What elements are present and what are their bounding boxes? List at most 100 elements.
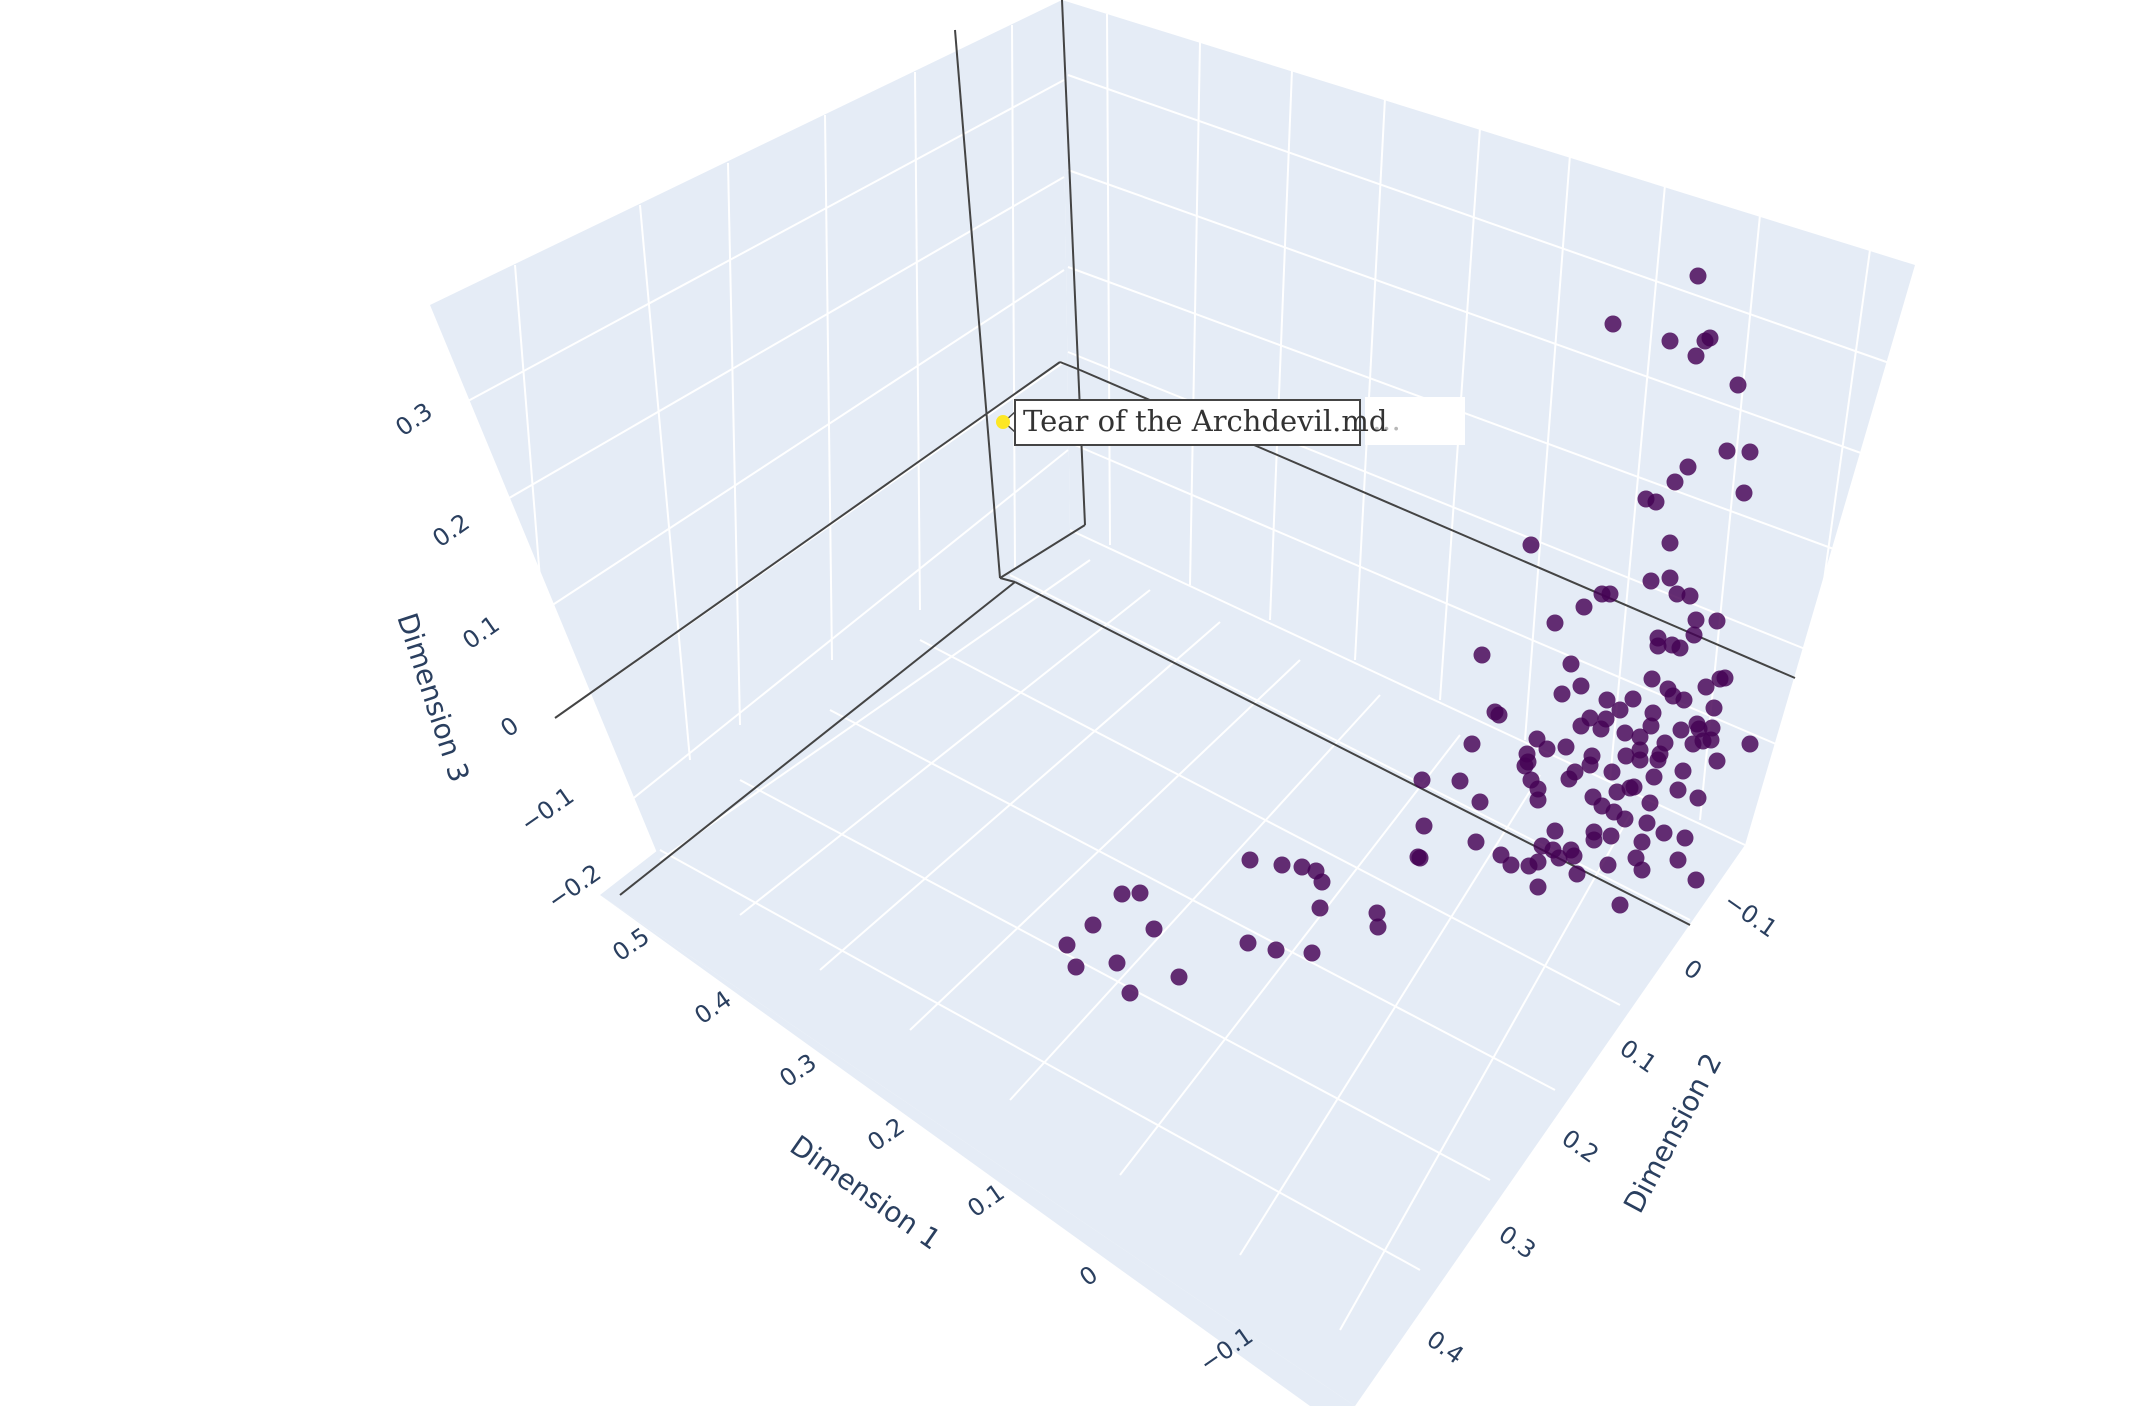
data-point[interactable] [1562,655,1580,673]
data-point[interactable] [1668,585,1686,603]
data-point[interactable] [1560,770,1578,788]
data-point[interactable] [1368,904,1386,922]
data-point[interactable] [1131,884,1149,902]
data-point[interactable] [1631,728,1649,746]
data-point[interactable] [1645,768,1663,786]
data-point[interactable] [1689,789,1707,807]
data-point[interactable] [1471,793,1489,811]
data-point[interactable] [1565,847,1583,865]
data-point[interactable] [1311,899,1329,917]
data-point[interactable] [1313,873,1331,891]
data-point[interactable] [1708,752,1726,770]
data-point[interactable] [1642,717,1660,735]
data-point[interactable] [1473,646,1491,664]
data-point[interactable] [1516,757,1534,775]
data-point[interactable] [1642,572,1660,590]
data-point[interactable] [1631,741,1649,759]
data-point[interactable] [1616,810,1634,828]
data-point[interactable] [1121,984,1139,1002]
data-point[interactable] [1690,720,1708,738]
data-point[interactable] [1729,376,1747,394]
data-point[interactable] [1675,691,1693,709]
data-point[interactable] [1583,747,1601,765]
data-point[interactable] [1529,878,1547,896]
data-point[interactable] [1638,814,1656,832]
data-point[interactable] [1697,678,1715,696]
data-point[interactable] [1546,614,1564,632]
data-point[interactable] [1058,936,1076,954]
data-point[interactable] [1529,791,1547,809]
scatter-points[interactable] [1058,267,1759,1002]
data-point[interactable] [1741,443,1759,461]
data-point[interactable] [1661,332,1679,350]
data-point[interactable] [1672,721,1690,739]
data-point[interactable] [1241,851,1259,869]
data-point[interactable] [1641,794,1659,812]
data-point[interactable] [1369,918,1387,936]
data-point[interactable] [1685,626,1703,644]
data-point[interactable] [1463,735,1481,753]
data-point[interactable] [1647,493,1665,511]
data-point[interactable] [1522,536,1540,554]
data-point[interactable] [1666,473,1684,491]
highlighted-point[interactable] [996,415,1010,429]
data-point[interactable] [1486,703,1504,721]
data-point[interactable] [1467,833,1485,851]
data-point[interactable] [1616,724,1634,742]
data-point[interactable] [1718,442,1736,460]
data-point[interactable] [1611,701,1629,719]
data-point[interactable] [1651,745,1669,763]
data-point[interactable] [1624,690,1642,708]
data-point[interactable] [1604,315,1622,333]
data-point[interactable] [1598,691,1616,709]
data-point[interactable] [1687,611,1705,629]
data-point[interactable] [1522,771,1540,789]
data-point[interactable] [1611,896,1629,914]
data-point[interactable] [1267,941,1285,959]
data-point[interactable] [1687,347,1705,365]
data-point[interactable] [1170,968,1188,986]
data-point[interactable] [1621,779,1639,797]
data-point[interactable] [1568,865,1586,883]
data-point[interactable] [1553,685,1571,703]
data-point[interactable] [1557,738,1575,756]
data-point[interactable] [1681,587,1699,605]
data-point[interactable] [1735,484,1753,502]
data-point[interactable] [1687,871,1705,889]
data-point[interactable] [1602,827,1620,845]
data-point[interactable] [1661,569,1679,587]
data-point[interactable] [1084,916,1102,934]
data-point[interactable] [1415,817,1433,835]
data-point[interactable] [1644,704,1662,722]
data-point[interactable] [1067,958,1085,976]
data-point[interactable] [1696,332,1714,350]
data-point[interactable] [1239,934,1257,952]
data-point[interactable] [1113,885,1131,903]
data-point[interactable] [1492,846,1510,864]
data-point[interactable] [1661,534,1679,552]
data-point[interactable] [1741,735,1759,753]
data-point[interactable] [1520,857,1538,875]
data-point[interactable] [1679,458,1697,476]
data-point[interactable] [1546,822,1564,840]
data-point[interactable] [1676,829,1694,847]
data-point[interactable] [1669,851,1687,869]
data-point[interactable] [1273,856,1291,874]
data-point[interactable] [1669,781,1687,799]
data-point[interactable] [1538,740,1556,758]
data-point[interactable] [1633,861,1651,879]
data-point[interactable] [1409,848,1427,866]
data-point[interactable] [1293,858,1311,876]
data-point[interactable] [1599,856,1617,874]
data-point[interactable] [1708,612,1726,630]
data-point[interactable] [1575,598,1593,616]
data-point[interactable] [1674,762,1692,780]
data-point[interactable] [1633,833,1651,851]
data-point[interactable] [1659,680,1677,698]
data-point[interactable] [1585,831,1603,849]
data-point[interactable] [1303,944,1321,962]
data-point[interactable] [1593,585,1611,603]
data-point[interactable] [1451,772,1469,790]
data-point[interactable] [1705,699,1723,717]
